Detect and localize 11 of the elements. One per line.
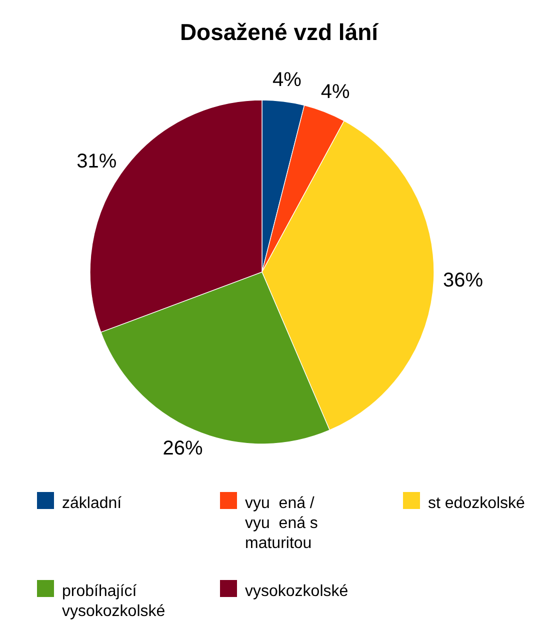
data-label: 26%: [162, 437, 204, 460]
chart-title: Dosažené vzd lání: [180, 19, 379, 45]
legend-label: st edozkolské: [428, 495, 526, 512]
data-label: 36%: [443, 269, 484, 292]
data-label: 4%: [320, 80, 350, 103]
legend-label: vyu ená / vyu ená s maturitou: [245, 495, 318, 552]
legend-label: základní: [62, 495, 122, 512]
legend-label: probíhající vysokozkolské: [62, 583, 166, 620]
data-label: 31%: [76, 150, 117, 172]
data-label: 4%: [272, 69, 302, 92]
legend-label: vysokozkolské: [245, 583, 348, 600]
